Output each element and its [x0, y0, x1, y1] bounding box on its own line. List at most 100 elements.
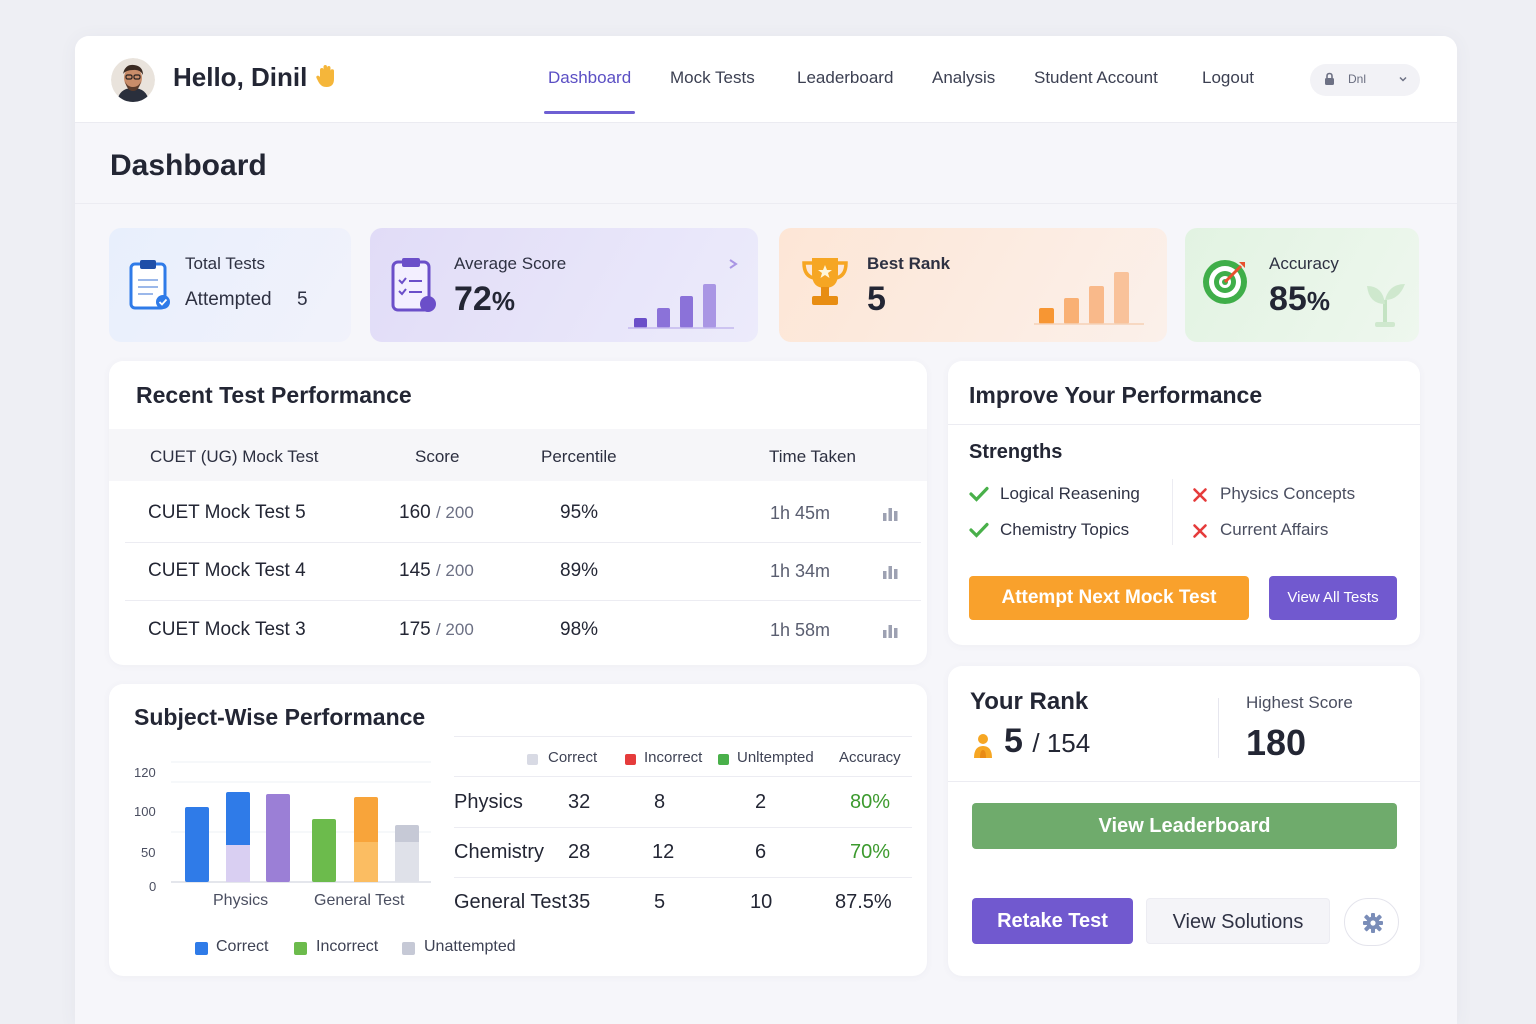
- cross-icon: [1192, 523, 1208, 544]
- rank-title: Your Rank: [970, 688, 1089, 715]
- test-percentile: 95%: [560, 502, 599, 523]
- chart-bar[interactable]: [185, 807, 209, 882]
- score-total: / 200: [435, 620, 474, 639]
- trophy-icon: [799, 254, 851, 317]
- divider: [948, 781, 1420, 782]
- nav-dashboard[interactable]: Dashboard: [543, 36, 636, 123]
- rank-number: 5: [1004, 722, 1023, 760]
- subject-name: General Test: [454, 891, 568, 913]
- highest-score-value: 180: [1246, 722, 1307, 763]
- divider: [1218, 698, 1219, 758]
- test-name[interactable]: CUET Mock Test 5: [148, 502, 306, 523]
- y-tick-label: 100: [134, 804, 156, 819]
- test-score: 145 / 200: [399, 560, 474, 582]
- score-value: 145: [399, 560, 431, 581]
- nav-student-account[interactable]: Student Account: [1034, 68, 1158, 87]
- cross-icon: [1192, 487, 1208, 508]
- stat-total-label-1: Total Tests: [185, 254, 266, 273]
- table-header: [109, 429, 927, 481]
- stat-total-value: 5: [297, 289, 308, 310]
- x-tick-label: Physics: [213, 892, 269, 909]
- waving-hand-icon: [315, 64, 337, 95]
- user-menu[interactable]: Dnl: [1310, 64, 1420, 96]
- chevron-down-icon: [1398, 73, 1408, 87]
- score-total: / 200: [435, 561, 474, 580]
- table-legend-label: Unltempted: [737, 749, 814, 766]
- legend-swatch-correct: [527, 754, 538, 765]
- column-header: Percentile: [541, 447, 617, 466]
- test-percentile: 89%: [560, 560, 599, 581]
- gear-icon: [1362, 912, 1384, 939]
- strength-item: Logical Reasening: [1000, 484, 1140, 503]
- user-avatar[interactable]: [111, 58, 155, 102]
- divider: [454, 736, 912, 737]
- stat-rank-value: 5: [867, 280, 886, 318]
- subject-accuracy: 80%: [850, 791, 891, 813]
- target-icon: [1201, 256, 1253, 313]
- subject-incorrect: 12: [652, 841, 675, 863]
- stat-total-label-2: Attempted: [185, 289, 272, 310]
- legend-swatch-unattempted: [718, 754, 729, 765]
- stat-average-number: 72: [454, 280, 492, 318]
- weakness-item: Current Affairs: [1220, 520, 1329, 539]
- rank-value: 5 / 154: [1004, 722, 1090, 761]
- test-name[interactable]: CUET Mock Test 4: [148, 560, 306, 581]
- retake-test-button[interactable]: Retake Test: [972, 898, 1133, 944]
- divider: [454, 877, 912, 878]
- greeting-text: Hello, Dinil: [173, 62, 308, 92]
- nav-mock-tests[interactable]: Mock Tests: [670, 68, 755, 87]
- legend-swatch-incorrect: [294, 942, 307, 955]
- chart-bar[interactable]: [266, 794, 290, 882]
- user-name: Dnl: [1348, 72, 1367, 86]
- divider: [454, 827, 912, 828]
- chart-bar-segment[interactable]: [226, 845, 250, 882]
- test-name[interactable]: CUET Mock Test 3: [148, 619, 306, 640]
- test-score: 160 / 200: [399, 502, 474, 524]
- subject-accuracy: 70%: [850, 841, 891, 863]
- check-icon: [969, 522, 989, 543]
- stat-accuracy-number: 85: [1269, 280, 1307, 318]
- chart-bar-segment[interactable]: [354, 842, 378, 882]
- nav-logout[interactable]: Logout: [1202, 68, 1254, 87]
- bar-chart-decoration-icon: [626, 256, 746, 337]
- divider: [454, 776, 912, 777]
- view-solutions-button[interactable]: View Solutions: [1146, 898, 1330, 944]
- subject-bar-chart: [171, 761, 431, 883]
- divider: [125, 542, 921, 543]
- chart-icon[interactable]: [882, 623, 899, 644]
- view-all-tests-button[interactable]: View All Tests: [1269, 576, 1397, 620]
- subject-title: Subject-Wise Performance: [134, 704, 426, 730]
- divider: [1172, 479, 1173, 545]
- greeting: Hello, Dinil: [173, 62, 337, 95]
- table-legend-label: Accuracy: [839, 749, 901, 766]
- settings-button[interactable]: [1344, 898, 1399, 946]
- nav-leaderboard[interactable]: Leaderboard: [797, 68, 894, 87]
- column-header: CUET (UG) Mock Test: [150, 447, 319, 466]
- y-tick-label: 0: [149, 879, 157, 894]
- subject-unattempted: 10: [750, 891, 773, 913]
- chart-bar[interactable]: [312, 819, 336, 882]
- chart-bar-segment[interactable]: [395, 842, 419, 882]
- top-bar: Hello, Dinil Dashboard Mock Tests Leader…: [75, 36, 1457, 123]
- divider: [75, 203, 1457, 204]
- legend-swatch-unattempted: [402, 942, 415, 955]
- chart-icon[interactable]: [882, 506, 899, 527]
- strengths-title: Strengths: [969, 441, 1063, 463]
- check-icon: [969, 486, 989, 507]
- subject-accuracy: 87.5%: [835, 891, 892, 913]
- stat-rank-label: Best Rank: [867, 254, 951, 273]
- divider: [125, 600, 921, 601]
- chart-icon[interactable]: [882, 564, 899, 585]
- checklist-icon: [390, 256, 438, 321]
- strength-item: Chemistry Topics: [1000, 520, 1130, 539]
- legend-label: Correct: [216, 938, 269, 955]
- attempt-next-test-button[interactable]: Attempt Next Mock Test: [969, 576, 1249, 620]
- stat-best-rank: Best Rank 5: [779, 228, 1167, 342]
- subject-unattempted: 6: [755, 841, 767, 863]
- improve-card: Improve Your Performance Strengths Logic…: [948, 361, 1420, 645]
- test-time: 1h 45m: [770, 503, 831, 523]
- improve-title: Improve Your Performance: [969, 382, 1263, 408]
- nav-analysis[interactable]: Analysis: [932, 68, 996, 87]
- view-leaderboard-button[interactable]: View Leaderboard: [972, 803, 1397, 849]
- stat-average-value: 72%: [454, 280, 515, 319]
